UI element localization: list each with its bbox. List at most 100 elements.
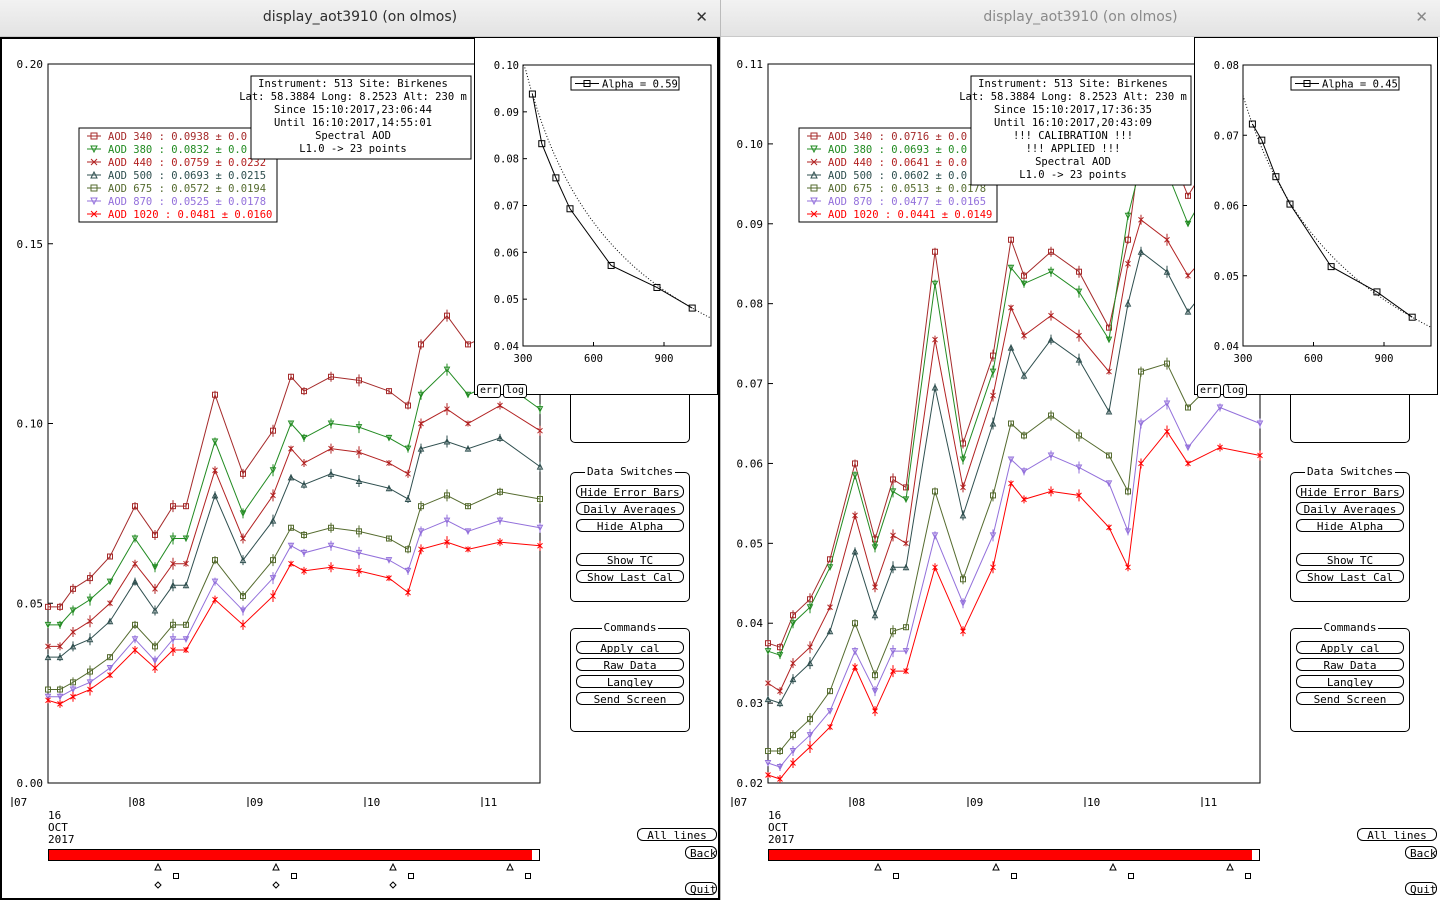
data-point xyxy=(765,640,771,647)
show-last-cal-button[interactable]: Show Last Cal xyxy=(576,570,684,584)
info-line: L1.0 -> 23 points xyxy=(1019,169,1126,181)
date-month: OCT xyxy=(768,821,788,834)
commands-group: Commands Apply cal Raw Data Langley Send… xyxy=(1290,621,1410,732)
send-screen-button[interactable]: Send Screen xyxy=(1296,692,1404,706)
data-point xyxy=(69,607,77,615)
data-point xyxy=(240,535,246,542)
send-screen-button[interactable]: Send Screen xyxy=(576,692,684,706)
hide-alpha-button[interactable]: Hide Alpha xyxy=(1296,519,1404,533)
legend-marker xyxy=(810,184,818,192)
quit-button[interactable]: Quit xyxy=(685,882,717,896)
back-button[interactable]: Back xyxy=(1405,846,1437,860)
marker-triangle xyxy=(1109,862,1117,871)
marker-triangle xyxy=(992,862,1000,871)
data-point xyxy=(44,653,52,661)
show-last-cal-button[interactable]: Show Last Cal xyxy=(1296,570,1404,584)
data-point xyxy=(902,563,910,571)
back-button[interactable]: Back xyxy=(685,846,717,860)
x-tick-label: 08 xyxy=(132,796,145,809)
log-button[interactable]: log xyxy=(503,384,528,398)
data-point xyxy=(1105,407,1113,415)
data-point xyxy=(443,366,451,374)
window-titlebar[interactable]: display_aot3910 (on olmos) ✕ xyxy=(0,0,720,37)
inset-y-tick-label: 0.05 xyxy=(494,294,519,306)
data-point xyxy=(764,695,772,703)
marker-diamond xyxy=(154,881,162,889)
data-point xyxy=(1137,420,1145,428)
inset-data-point xyxy=(653,283,661,291)
data-point xyxy=(465,420,471,427)
err-button[interactable]: err xyxy=(1197,384,1222,398)
hide-alpha-button[interactable]: Hide Alpha xyxy=(576,519,684,533)
legend-marker xyxy=(810,158,818,166)
apply-cal-button[interactable]: Apply cal xyxy=(576,641,684,655)
time-range-bar[interactable] xyxy=(768,849,1260,861)
aod-time-series-chart: 0.20 0.15 0.10 0.05 0.00 07 08 09 10 11 AOD 340 : … xyxy=(11,58,544,889)
legend-marker xyxy=(810,210,818,218)
data-point xyxy=(826,627,834,635)
data-point xyxy=(152,586,158,592)
close-icon[interactable]: ✕ xyxy=(1415,8,1428,26)
y-tick-label: 0.10 xyxy=(17,418,44,431)
show-tc-button[interactable]: Show TC xyxy=(576,553,684,567)
err-button[interactable]: err xyxy=(477,384,502,398)
inset-y-tick-label: 0.09 xyxy=(494,107,519,119)
apply-cal-button[interactable]: Apply cal xyxy=(1296,641,1404,655)
data-point xyxy=(777,688,783,694)
window-titlebar[interactable]: display_aot3910 (on olmos) ✕ xyxy=(721,0,1440,37)
raw-data-button[interactable]: Raw Data xyxy=(576,658,684,672)
data-point xyxy=(872,672,878,679)
quit-button[interactable]: Quit xyxy=(1405,882,1437,896)
data-point xyxy=(496,517,504,525)
langley-button[interactable]: Langley xyxy=(1296,675,1404,689)
data-point xyxy=(405,470,411,477)
data-point xyxy=(239,510,247,517)
info-box-frame xyxy=(970,75,1192,186)
all-lines-button[interactable]: All lines xyxy=(1357,828,1437,842)
data-point xyxy=(465,546,471,553)
data-point xyxy=(1217,444,1223,451)
data-point xyxy=(871,544,879,551)
data-point xyxy=(765,680,771,686)
data-point xyxy=(902,648,910,655)
legend-marker xyxy=(810,170,818,179)
inset-data-point xyxy=(1248,120,1256,128)
raw-data-button[interactable]: Raw Data xyxy=(1296,658,1404,672)
data-point xyxy=(1125,260,1131,267)
data-point xyxy=(1257,452,1263,459)
data-point xyxy=(1047,452,1055,460)
inset-y-tick-label: 0.07 xyxy=(494,201,519,213)
alpha-inset-plot: 0.10 0.09 0.08 0.07 0.06 0.05 0.04 300 600 900 Alp… xyxy=(474,37,718,398)
langley-button[interactable]: Langley xyxy=(576,675,684,689)
close-icon[interactable]: ✕ xyxy=(695,8,708,26)
legend-entry: AOD 1020 : 0.0441 ± 0.0149 xyxy=(828,209,992,221)
hide-error-bars-button[interactable]: Hide Error Bars xyxy=(1296,485,1404,499)
inset-frame xyxy=(522,64,712,347)
time-range-bar[interactable] xyxy=(48,849,540,861)
data-point xyxy=(45,603,51,610)
data-point xyxy=(1185,192,1191,199)
series-6 xyxy=(45,536,543,708)
data-point xyxy=(872,584,878,591)
show-tc-button[interactable]: Show TC xyxy=(1296,553,1404,567)
hide-error-bars-button[interactable]: Hide Error Bars xyxy=(576,485,684,499)
data-point xyxy=(931,532,939,539)
data-point xyxy=(1164,428,1170,435)
marker-diamond xyxy=(389,881,397,889)
data-point xyxy=(386,388,392,395)
legend-box xyxy=(798,127,998,223)
commands-title: Commands xyxy=(1321,621,1379,634)
daily-averages-button[interactable]: Daily Averages xyxy=(1296,502,1404,516)
daily-averages-button[interactable]: Daily Averages xyxy=(576,502,684,516)
data-point xyxy=(1076,332,1082,339)
data-point xyxy=(1124,528,1132,535)
data-point xyxy=(1105,336,1113,344)
data-point xyxy=(789,675,797,683)
data-point xyxy=(405,589,411,596)
data-point xyxy=(288,560,294,567)
all-lines-button[interactable]: All lines xyxy=(637,828,717,842)
data-point xyxy=(1048,488,1054,495)
data-point xyxy=(871,611,879,619)
data-point xyxy=(56,621,64,629)
log-button[interactable]: log xyxy=(1223,384,1248,398)
